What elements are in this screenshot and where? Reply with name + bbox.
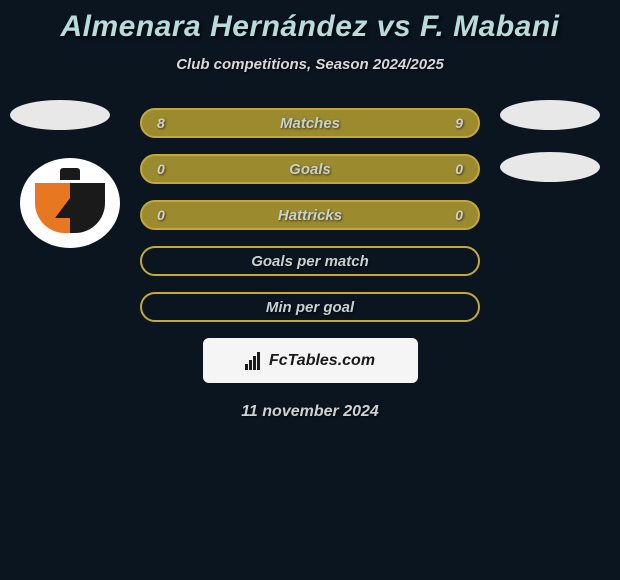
ellipse-icon bbox=[10, 100, 110, 130]
date-text: 11 november 2024 bbox=[0, 403, 620, 421]
stat-left-value: 0 bbox=[157, 161, 165, 177]
stat-label: Min per goal bbox=[266, 299, 354, 316]
page-subtitle: Club competitions, Season 2024/2025 bbox=[0, 56, 620, 73]
logo-text: FcTables.com bbox=[269, 352, 375, 370]
stat-bar-matches: 8 Matches 9 bbox=[140, 108, 480, 138]
main-container: Almenara Hernández vs F. Mabani Club com… bbox=[0, 0, 620, 426]
crown-icon bbox=[60, 168, 80, 180]
player-right-badge bbox=[500, 100, 600, 182]
stat-bars-container: 8 Matches 9 0 Goals 0 0 Hattricks 0 Goal… bbox=[140, 108, 480, 322]
ellipse-icon bbox=[500, 152, 600, 182]
stat-label: Goals bbox=[289, 161, 331, 178]
branding-box: FcTables.com bbox=[203, 338, 418, 383]
stat-right-value: 0 bbox=[455, 207, 463, 223]
stat-label: Hattricks bbox=[278, 207, 342, 224]
stat-label: Goals per match bbox=[251, 253, 369, 270]
content-area: 8 Matches 9 0 Goals 0 0 Hattricks 0 Goal… bbox=[0, 108, 620, 421]
player-left-badge bbox=[10, 100, 110, 130]
ellipse-icon bbox=[500, 100, 600, 130]
stat-left-value: 8 bbox=[157, 115, 165, 131]
stat-bar-goals-per-match: Goals per match bbox=[140, 246, 480, 276]
stat-right-value: 0 bbox=[455, 161, 463, 177]
badge-circle-icon bbox=[20, 158, 120, 248]
stat-bar-goals: 0 Goals 0 bbox=[140, 154, 480, 184]
stat-label: Matches bbox=[280, 115, 340, 132]
stat-right-value: 9 bbox=[455, 115, 463, 131]
team-badge bbox=[20, 158, 120, 248]
stat-bar-min-per-goal: Min per goal bbox=[140, 292, 480, 322]
page-title: Almenara Hernández vs F. Mabani bbox=[0, 10, 620, 44]
chart-icon bbox=[245, 352, 265, 370]
stat-left-value: 0 bbox=[157, 207, 165, 223]
stat-bar-hattricks: 0 Hattricks 0 bbox=[140, 200, 480, 230]
